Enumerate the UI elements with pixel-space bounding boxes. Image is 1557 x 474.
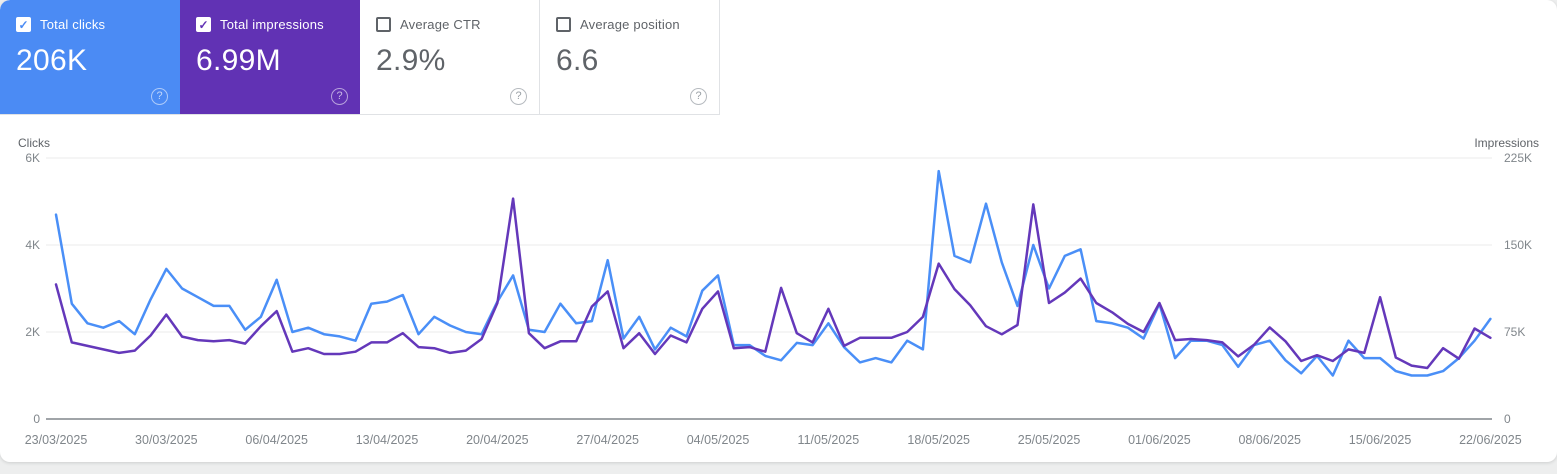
right-axis-title: Impressions — [1474, 136, 1539, 150]
left-tick-label: 6K — [25, 151, 40, 165]
date-tick-label: 01/06/2025 — [1128, 433, 1191, 447]
average-ctr-card[interactable]: Average CTR 2.9% ? — [360, 0, 540, 115]
left-tick-label: 0 — [33, 412, 40, 426]
date-tick-label: 27/04/2025 — [576, 433, 639, 447]
total-clicks-checkbox[interactable]: ✓ — [16, 17, 31, 32]
search-performance-panel: ✓ Total clicks 206K ? ✓ Total impression… — [0, 0, 1557, 462]
help-icon[interactable]: ? — [690, 88, 707, 105]
help-icon[interactable]: ? — [510, 88, 527, 105]
date-tick-label: 08/06/2025 — [1238, 433, 1301, 447]
performance-chart[interactable]: Clicks Impressions 6K 4K 2K 0 225K 150K 75K 0 … — [0, 115, 1557, 462]
impressions-line[interactable] — [54, 197, 1492, 370]
metric-value: 6.99M — [196, 44, 281, 77]
total-clicks-card[interactable]: ✓ Total clicks 206K ? — [0, 0, 180, 115]
date-tick-label: 04/05/2025 — [686, 433, 750, 447]
date-tick-label: 15/06/2025 — [1348, 433, 1412, 447]
date-tick-label: 06/04/2025 — [245, 433, 308, 447]
metric-cards: ✓ Total clicks 206K ? ✓ Total impression… — [0, 0, 720, 115]
average-ctr-checkbox[interactable] — [376, 17, 391, 32]
left-tick-label: 2K — [25, 325, 40, 339]
date-tick-label: 20/04/2025 — [466, 433, 529, 447]
metric-label: Total impressions — [220, 17, 324, 32]
date-tick-label: 23/03/2025 — [24, 433, 88, 447]
metric-value: 2.9% — [376, 44, 446, 77]
checkmark-icon: ✓ — [18, 17, 29, 32]
metric-label: Average position — [580, 17, 680, 32]
help-icon[interactable]: ? — [151, 88, 168, 105]
average-position-checkbox[interactable] — [556, 17, 571, 32]
clicks-line[interactable] — [54, 169, 1492, 377]
date-tick-label: 11/05/2025 — [797, 433, 860, 447]
left-tick-label: 4K — [25, 238, 40, 252]
metric-value: 6.6 — [556, 44, 599, 77]
date-tick-label: 13/04/2025 — [355, 433, 419, 447]
total-impressions-checkbox[interactable]: ✓ — [196, 17, 211, 32]
metric-value: 206K — [16, 44, 88, 77]
left-axis-title: Clicks — [18, 136, 50, 150]
date-tick-label: 18/05/2025 — [907, 433, 970, 447]
checkmark-icon: ✓ — [198, 17, 209, 32]
metric-label: Total clicks — [40, 17, 106, 32]
date-tick-label: 30/03/2025 — [135, 433, 198, 447]
date-tick-label: 22/06/2025 — [1459, 433, 1522, 447]
right-tick-label: 150K — [1504, 238, 1533, 252]
right-tick-label: 0 — [1504, 412, 1511, 426]
chart-canvas[interactable] — [0, 115, 1557, 462]
date-tick-label: 25/05/2025 — [1017, 433, 1081, 447]
average-position-card[interactable]: Average position 6.6 ? — [540, 0, 720, 115]
gridlines — [46, 157, 1492, 420]
total-impressions-card[interactable]: ✓ Total impressions 6.99M ? — [180, 0, 360, 115]
right-tick-label: 75K — [1504, 325, 1526, 339]
help-icon[interactable]: ? — [331, 88, 348, 105]
metric-label: Average CTR — [400, 17, 481, 32]
right-tick-label: 225K — [1504, 151, 1533, 165]
